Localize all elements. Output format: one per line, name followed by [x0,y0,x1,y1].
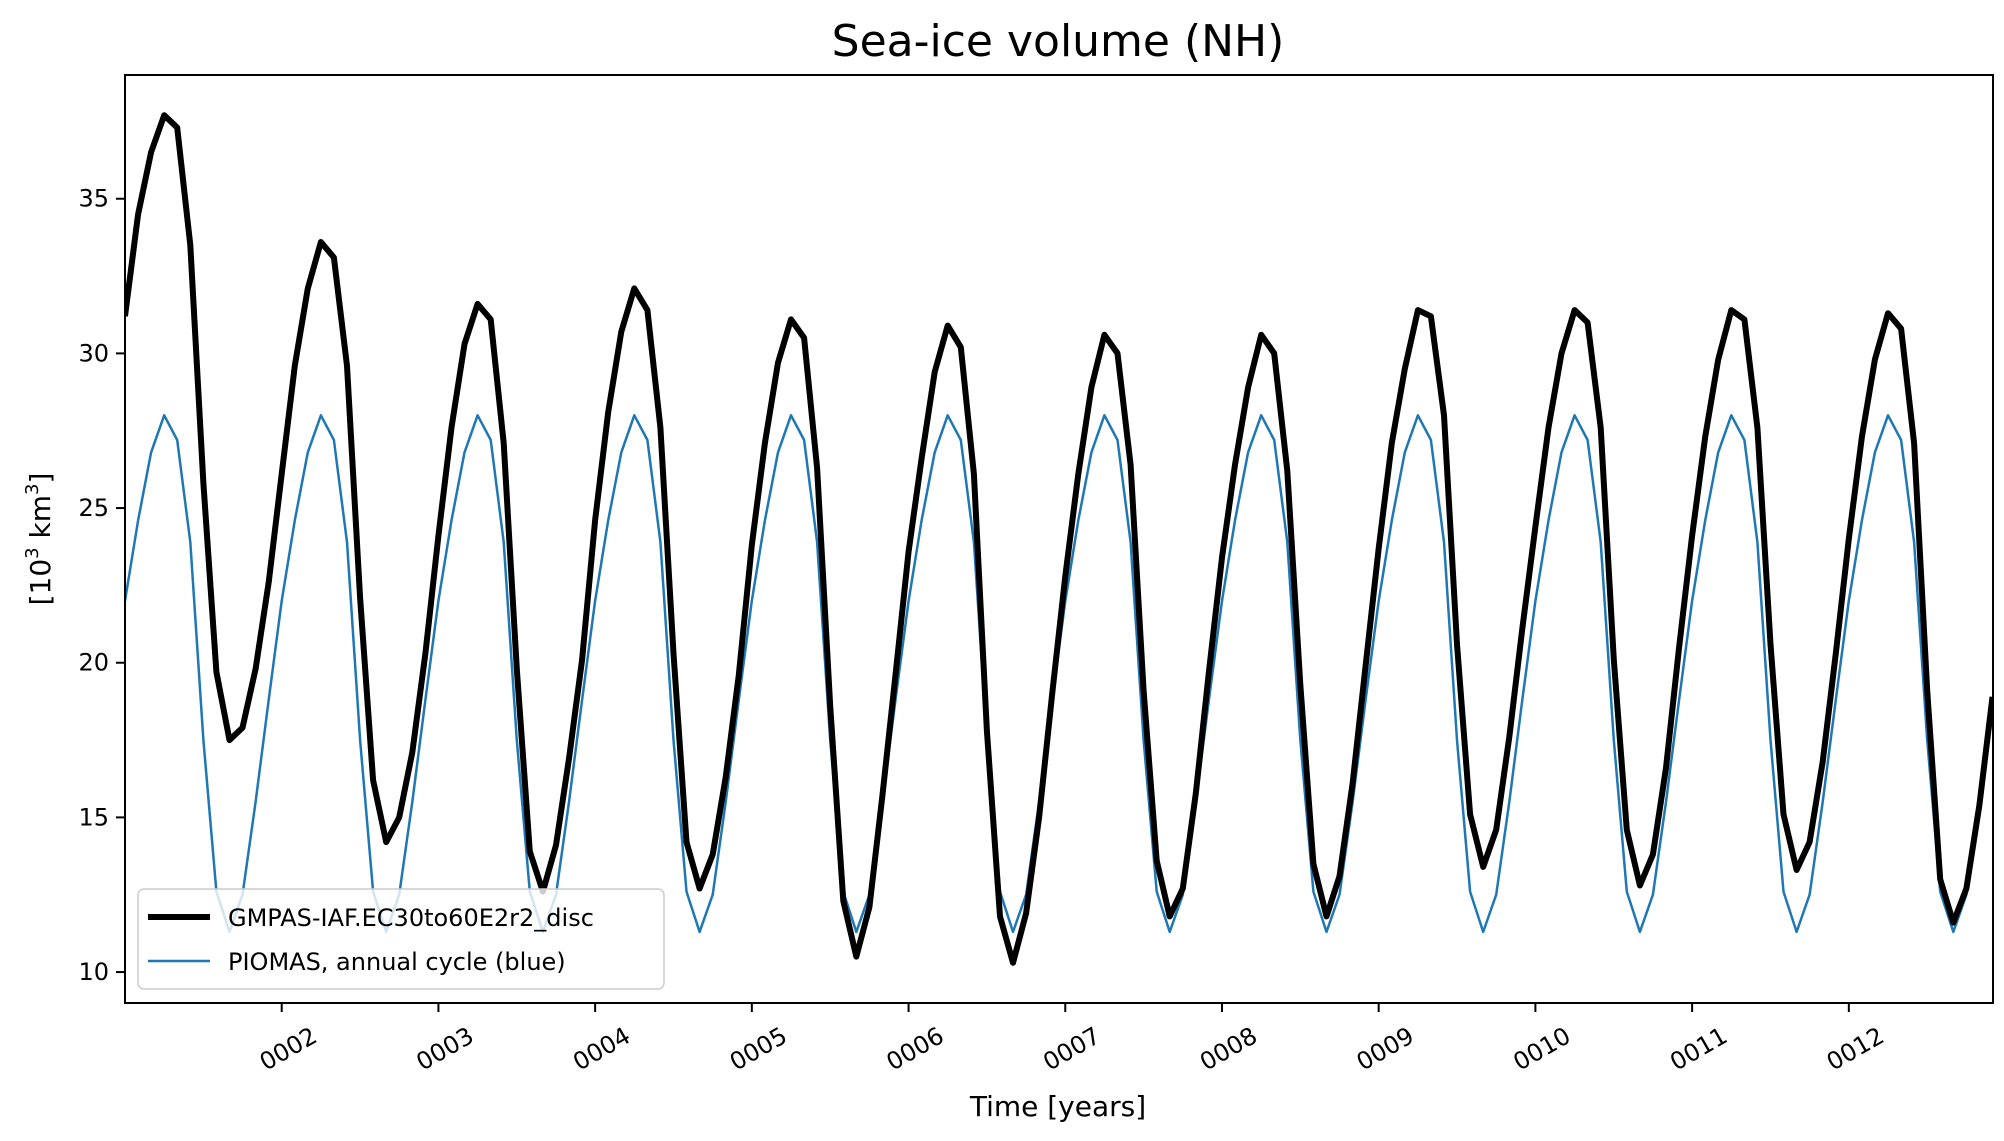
y-axis-label-exponent: 3 [22,547,43,558]
y-tick-label: 30 [78,339,109,367]
legend-box [137,888,665,990]
y-tick-label: 10 [78,958,109,986]
plot-frame [124,74,1994,1004]
y-axis-label: [103 km3] [22,473,57,606]
y-axis-label-close: ] [24,473,57,484]
x-axis-label: Time [years] [969,1090,1146,1123]
y-axis: 10 15 20 25 30 35 [78,185,125,986]
legend-label-piomas: PIOMAS, annual cycle (blue) [228,948,566,976]
y-axis-label-base: [10 [24,559,57,606]
series-line-gmpas [125,112,1993,966]
y-axis-label-unit-exponent: 3 [22,484,43,495]
legend: GMPAS-IAF.EC30to60E2r2_disc PIOMAS, annu… [137,888,665,990]
y-axis-label-unit: km [24,495,57,547]
legend-label-gmpas: GMPAS-IAF.EC30to60E2r2_disc [228,904,594,932]
chart-title: Sea-ice volume (NH) [832,16,1285,67]
y-tick-label: 25 [78,494,109,522]
y-tick-label: 15 [78,803,109,831]
y-tick-label: 35 [78,185,109,213]
y-tick-label: 20 [78,649,109,677]
